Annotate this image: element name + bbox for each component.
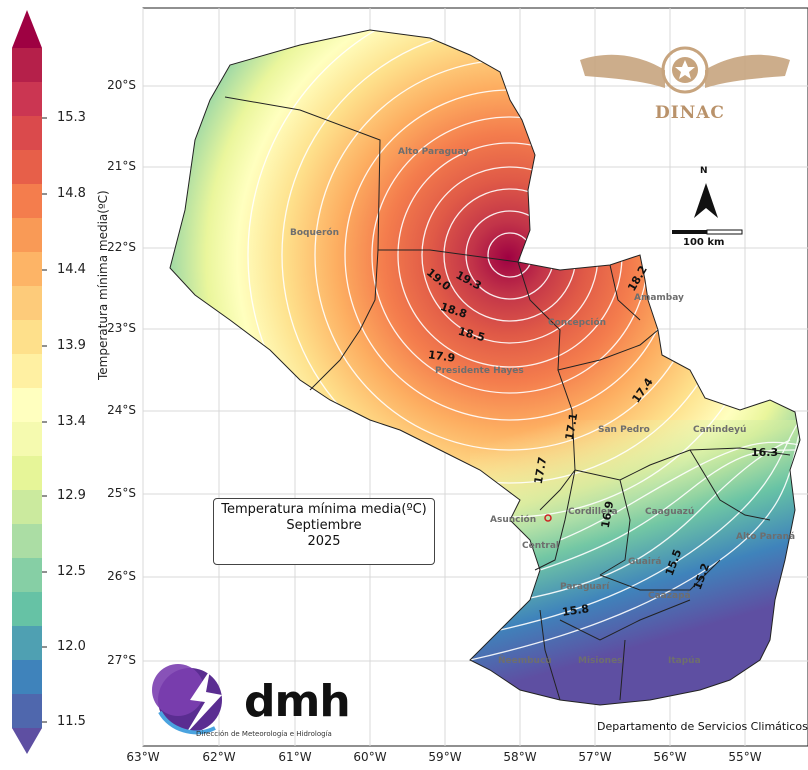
lon-label-60w: 60°W	[353, 750, 387, 764]
department-label: Central	[522, 541, 560, 551]
lon-label-57w: 57°W	[578, 750, 612, 764]
department-borders	[169, 29, 801, 706]
lon-label-56w: 56°W	[653, 750, 687, 764]
department-label: Caazapá	[648, 591, 691, 601]
colorbar-segment	[12, 48, 42, 83]
colorbar-tick: 12.0	[57, 639, 86, 654]
dmh-logo-subtitle: Dirección de Meteorología e Hidrología	[196, 730, 332, 738]
dinac-logo-text: DINAC	[655, 103, 725, 123]
colorbar-segment	[12, 320, 42, 355]
department-label: Cordillera	[568, 507, 618, 517]
department-label: Itapúa	[668, 656, 701, 666]
department-label: Paraguarí	[560, 582, 610, 592]
lat-label-24s: 24°S	[107, 403, 136, 417]
colorbar-extend-top	[12, 10, 42, 48]
colorbar-segment	[12, 490, 42, 525]
department-label: Guairá	[628, 557, 662, 567]
colorbar-segment	[12, 218, 42, 253]
lon-label-62w: 62°W	[202, 750, 236, 764]
colorbar-segment	[12, 82, 42, 117]
lon-label-63w: 63°W	[126, 750, 160, 764]
colorbar-tick: 12.5	[57, 564, 86, 579]
department-label: Canindeyú	[693, 425, 747, 435]
lat-label-23s: 23°S	[107, 321, 136, 335]
colorbar-segment	[12, 694, 42, 729]
colorbar-segment	[12, 422, 42, 457]
colorbar-tick: 12.9	[57, 488, 86, 503]
colorbar-tick: 11.5	[57, 714, 86, 729]
colorbar-tick: 14.4	[57, 262, 86, 277]
colorbar-title: Temperatura mínima media(ºC)	[96, 190, 110, 380]
department-label: San Pedro	[598, 425, 650, 435]
colorbar-segment	[12, 252, 42, 287]
dmh-logo	[152, 664, 222, 735]
asuncion-marker	[544, 514, 552, 522]
north-label: N	[700, 166, 708, 176]
footer-credit: Departamento de Servicios Climáticos	[597, 720, 808, 733]
scale-bar-label: 100 km	[683, 237, 725, 248]
lat-label-21s: 21°S	[107, 159, 136, 173]
info-line-variable: Temperatura mínima media(ºC)	[221, 502, 427, 517]
department-label: Presidente Hayes	[435, 366, 524, 376]
colorbar-tick: 15.3	[57, 110, 86, 125]
department-label: Amambay	[634, 293, 684, 303]
department-label: Misiones	[578, 656, 623, 666]
lon-label-61w: 61°W	[278, 750, 312, 764]
colorbar-tick: 13.4	[57, 414, 86, 429]
colorbar-segment	[12, 660, 42, 695]
scale-bar	[672, 229, 743, 235]
colorbar-segment	[12, 354, 42, 389]
lat-label-20s: 20°S	[107, 78, 136, 92]
colorbar-segment	[12, 116, 42, 151]
colorbar-extend-bottom	[12, 728, 42, 754]
department-label: Boquerón	[290, 228, 340, 238]
lat-label-22s: 22°S	[107, 240, 136, 254]
department-label: Caaguazú	[645, 507, 695, 517]
dinac-logo	[580, 46, 790, 94]
north-arrow-icon	[694, 183, 718, 218]
colorbar-segment	[12, 286, 42, 321]
department-label: Alto Paraná	[736, 532, 796, 542]
colorbar-tick: 13.9	[57, 338, 86, 353]
department-label: Alto Paraguay	[398, 147, 470, 157]
lat-label-25s: 25°S	[107, 486, 136, 500]
lat-label-27s: 27°S	[107, 653, 136, 667]
colorbar-segment	[12, 558, 42, 593]
colorbar-tick: 14.8	[57, 186, 86, 201]
department-label: Asunción	[490, 515, 537, 525]
dmh-logo-text: dmh	[244, 676, 351, 727]
department-label: Concepción	[548, 318, 607, 328]
colorbar-segment	[12, 626, 42, 661]
isotherm-label: 16.3	[751, 446, 779, 459]
lat-label-26s: 26°S	[107, 569, 136, 583]
colorbar-segment	[12, 524, 42, 559]
department-label: Ñeembucú	[498, 656, 552, 666]
colorbar-segment	[12, 184, 42, 219]
info-line-month: Septiembre	[286, 518, 362, 533]
lon-label-55w: 55°W	[728, 750, 762, 764]
colorbar-segment	[12, 150, 42, 185]
info-line-year: 2025	[307, 534, 341, 549]
colorbar	[12, 10, 47, 754]
lon-label-59w: 59°W	[428, 750, 462, 764]
colorbar-segment	[12, 592, 42, 627]
lon-label-58w: 58°W	[503, 750, 537, 764]
colorbar-segment	[12, 388, 42, 423]
colorbar-segment	[12, 456, 42, 491]
map-info-box: Temperatura mínima media(ºC) Septiembre …	[213, 498, 435, 565]
